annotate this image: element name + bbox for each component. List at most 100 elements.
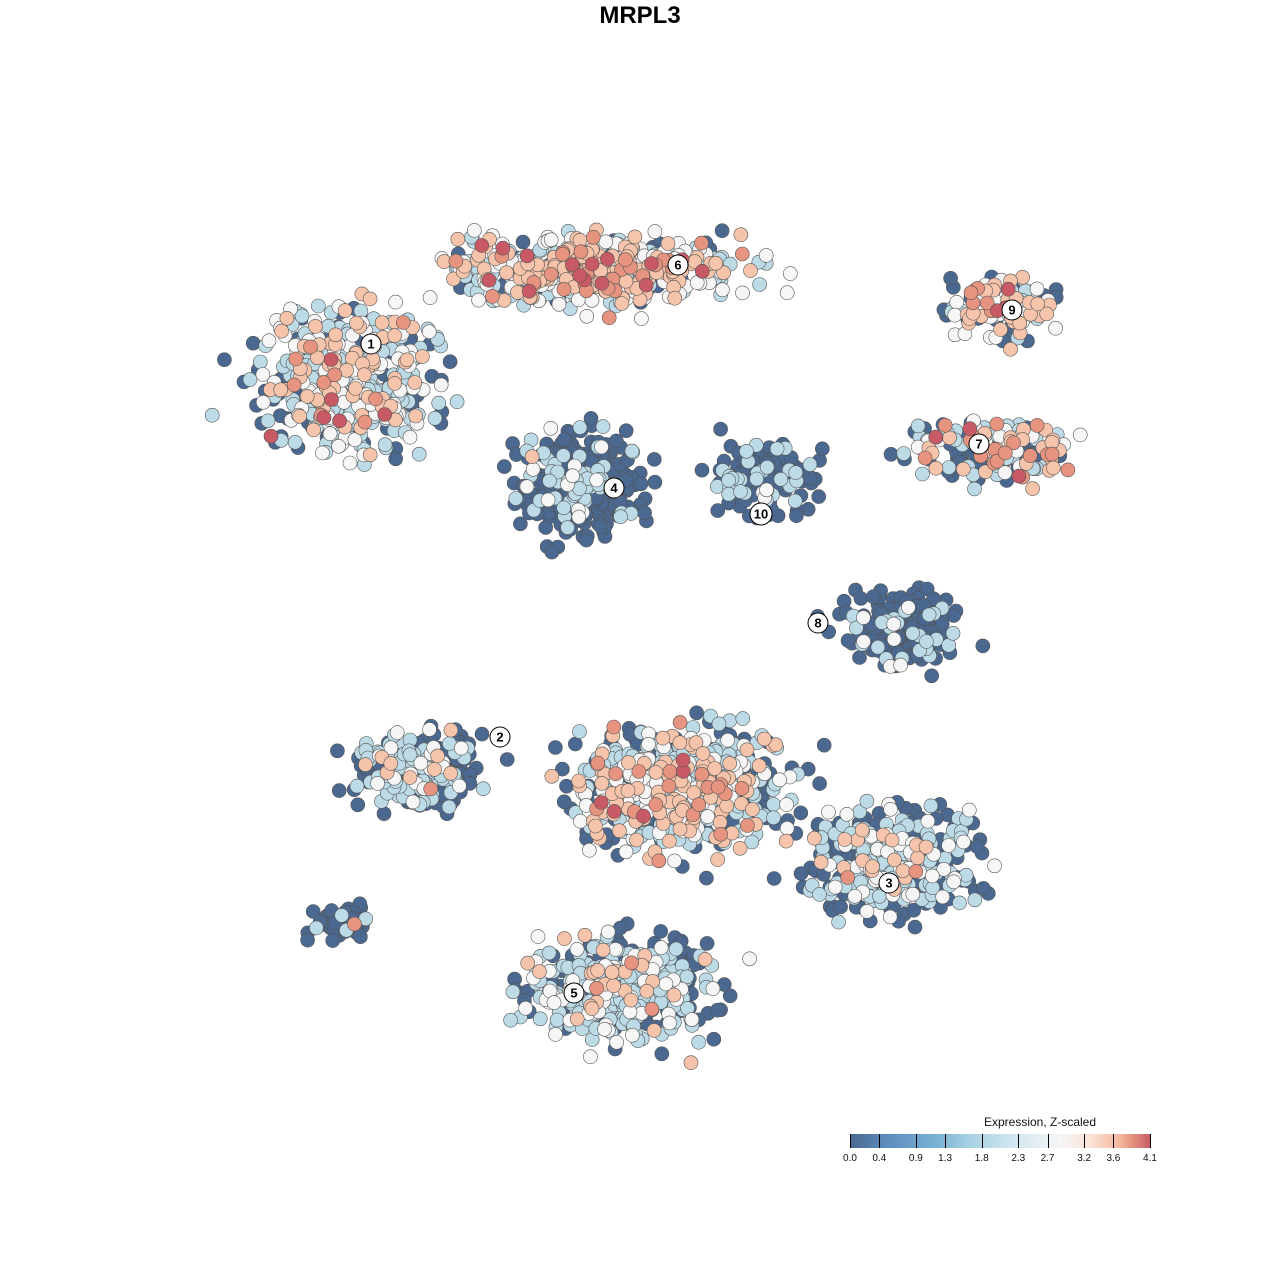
data-point [739, 742, 755, 758]
data-point [399, 352, 415, 368]
data-point [572, 724, 587, 739]
data-point [699, 936, 715, 951]
data-point [518, 1000, 533, 1016]
data-point [952, 895, 967, 911]
data-point [707, 761, 723, 776]
data-point [634, 311, 649, 326]
data-point [427, 410, 443, 426]
data-point [708, 255, 724, 271]
data-point [300, 932, 315, 948]
data-point [759, 482, 774, 498]
cluster-label-9: 9 [1001, 299, 1023, 321]
cluster-label-5: 5 [563, 982, 585, 1004]
data-point [588, 818, 603, 834]
data-point [543, 232, 559, 248]
data-point [683, 1055, 699, 1070]
legend-tick [850, 1134, 851, 1148]
data-point [565, 468, 580, 484]
data-point [274, 323, 289, 339]
data-point [294, 308, 310, 324]
data-point [330, 743, 345, 759]
data-point [947, 307, 963, 323]
data-point [710, 779, 726, 795]
data-point [813, 854, 829, 870]
data-point [286, 377, 302, 393]
data-point [910, 418, 926, 434]
data-point [559, 778, 574, 794]
data-point [854, 822, 870, 838]
legend-tick [1018, 1134, 1020, 1148]
data-point [644, 1001, 660, 1017]
data-point [740, 818, 755, 833]
data-point [604, 964, 620, 980]
data-point [917, 450, 933, 466]
data-point [485, 289, 500, 304]
data-point [556, 432, 572, 447]
data-point [556, 500, 572, 516]
data-point [735, 711, 751, 726]
data-point [1000, 281, 1016, 297]
data-point [1025, 481, 1040, 496]
data-point [840, 870, 856, 885]
data-point [449, 394, 465, 410]
data-point [955, 461, 971, 477]
data-point [882, 909, 898, 925]
data-point [769, 441, 785, 457]
chart-title: MRPL3 [599, 2, 681, 29]
data-point [349, 778, 365, 794]
data-point [905, 886, 921, 902]
data-point [744, 834, 760, 850]
data-point [624, 443, 640, 459]
data-point [672, 735, 688, 751]
data-point [646, 452, 662, 467]
data-point [252, 354, 268, 370]
data-point [481, 272, 497, 288]
data-point [331, 783, 347, 798]
data-point [962, 421, 978, 437]
data-point [422, 722, 437, 737]
legend-tick-label: 1.3 [938, 1153, 953, 1164]
data-point [217, 352, 232, 368]
data-point [921, 607, 937, 623]
data-point [600, 251, 615, 267]
data-point [556, 794, 572, 810]
data-point [621, 755, 636, 770]
data-point [928, 429, 944, 445]
data-point [402, 770, 418, 785]
data-point [839, 806, 855, 822]
data-point [279, 310, 295, 326]
data-point [993, 322, 1008, 337]
data-point [647, 474, 663, 490]
data-point [779, 797, 794, 812]
data-point [924, 668, 940, 684]
data-point [613, 509, 628, 525]
data-point [979, 295, 995, 311]
data-point [631, 764, 647, 779]
data-point [349, 315, 364, 331]
data-point [870, 639, 886, 655]
data-point [641, 736, 656, 752]
data-point [362, 291, 378, 307]
data-point [530, 929, 546, 944]
data-point [532, 1011, 548, 1027]
cluster-label-1: 1 [360, 333, 382, 355]
data-point [623, 992, 639, 1008]
legend-tick-label: 4.1 [1143, 1153, 1157, 1164]
data-point [407, 375, 423, 390]
data-point [600, 924, 616, 940]
data-point [956, 834, 971, 850]
legend-tick [915, 1134, 917, 1148]
data-point [884, 832, 900, 848]
data-point [292, 408, 307, 424]
data-point [519, 248, 535, 264]
data-point [732, 840, 748, 856]
cluster-label-6: 6 [667, 254, 689, 276]
data-point [987, 858, 1002, 874]
data-point [772, 772, 787, 788]
data-point [1023, 448, 1038, 463]
data-point [1060, 462, 1076, 478]
cluster-label-text: 7 [975, 437, 982, 452]
data-point [618, 423, 634, 439]
data-point [342, 455, 358, 471]
data-point [1030, 296, 1045, 312]
